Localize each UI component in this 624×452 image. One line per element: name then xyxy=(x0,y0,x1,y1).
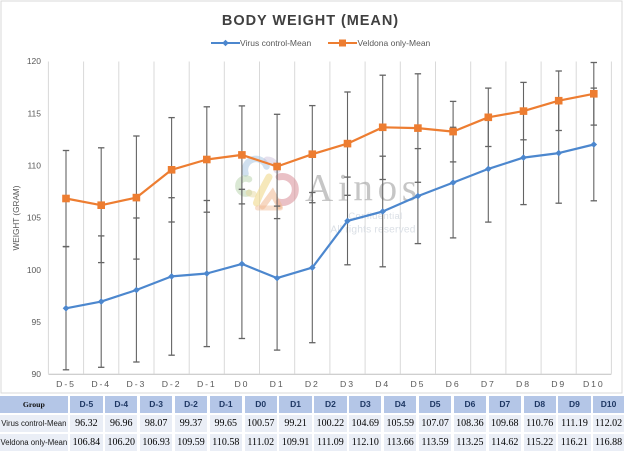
svg-text:Confidential: Confidential xyxy=(348,210,402,221)
svg-text:100: 100 xyxy=(27,265,41,275)
svg-text:105: 105 xyxy=(27,213,41,223)
svg-text:95: 95 xyxy=(32,317,42,327)
svg-text:D1: D1 xyxy=(270,379,285,389)
svg-text:All rights reserved: All rights reserved xyxy=(330,225,415,236)
svg-text:D7: D7 xyxy=(481,379,496,389)
svg-text:WEIGHT (GRAM): WEIGHT (GRAM) xyxy=(12,185,21,250)
svg-text:D4: D4 xyxy=(375,379,390,389)
svg-text:D2: D2 xyxy=(305,379,320,389)
svg-text:D0: D0 xyxy=(234,379,249,389)
svg-text:Virus control-Mean: Virus control-Mean xyxy=(240,38,311,48)
svg-text:D6: D6 xyxy=(446,379,461,389)
svg-text:D9: D9 xyxy=(551,379,566,389)
svg-text:110: 110 xyxy=(27,161,41,171)
svg-text:Ainos: Ainos xyxy=(305,167,422,210)
svg-text:D-4: D-4 xyxy=(91,379,111,389)
svg-text:D10: D10 xyxy=(583,379,605,389)
svg-text:Veldona only-Mean: Veldona only-Mean xyxy=(358,38,431,48)
svg-text:D5: D5 xyxy=(410,379,425,389)
svg-text:90: 90 xyxy=(32,369,42,379)
svg-text:D-1: D-1 xyxy=(197,379,217,389)
svg-text:D3: D3 xyxy=(340,379,355,389)
svg-text:D-3: D-3 xyxy=(127,379,147,389)
svg-text:120: 120 xyxy=(27,56,41,66)
svg-text:115: 115 xyxy=(27,108,41,118)
svg-text:D-2: D-2 xyxy=(162,379,182,389)
svg-text:BODY WEIGHT (MEAN): BODY WEIGHT (MEAN) xyxy=(222,13,399,29)
svg-text:D-5: D-5 xyxy=(56,379,76,389)
svg-text:D8: D8 xyxy=(516,379,531,389)
